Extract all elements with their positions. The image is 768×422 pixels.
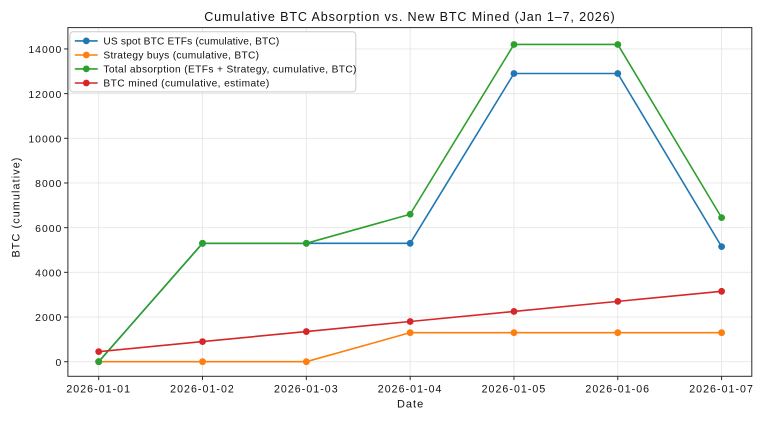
svg-text:2026-01-05: 2026-01-05 <box>482 384 547 396</box>
svg-text:Strategy buys (cumulative, BTC: Strategy buys (cumulative, BTC) <box>103 51 259 62</box>
svg-text:US spot BTC ETFs (cumulative,: US spot BTC ETFs (cumulative, BTC) <box>103 37 279 48</box>
svg-text:BTC mined (cumulative, estimat: BTC mined (cumulative, estimate) <box>103 79 269 90</box>
svg-text:Date: Date <box>397 399 424 411</box>
svg-text:2026-01-02: 2026-01-02 <box>170 384 235 396</box>
svg-text:2026-01-06: 2026-01-06 <box>585 384 650 396</box>
svg-text:14000: 14000 <box>28 45 62 56</box>
svg-text:2000: 2000 <box>35 313 62 324</box>
svg-text:BTC (cumulative): BTC (cumulative) <box>10 157 22 258</box>
svg-text:6000: 6000 <box>35 224 62 235</box>
svg-text:10000: 10000 <box>28 135 62 146</box>
svg-text:12000: 12000 <box>28 90 62 101</box>
svg-text:2026-01-04: 2026-01-04 <box>378 384 443 396</box>
svg-text:8000: 8000 <box>35 179 62 190</box>
svg-text:4000: 4000 <box>35 269 62 280</box>
svg-text:Total absorption (ETFs + Strat: Total absorption (ETFs + Strategy, cumul… <box>103 65 356 76</box>
svg-text:2026-01-07: 2026-01-07 <box>689 384 754 396</box>
svg-text:2026-01-03: 2026-01-03 <box>274 384 339 396</box>
svg-text:0: 0 <box>56 358 63 369</box>
svg-text:2026-01-01: 2026-01-01 <box>66 384 131 396</box>
svg-text:Cumulative BTC Absorption vs.: Cumulative BTC Absorption vs. New BTC Mi… <box>204 10 615 24</box>
